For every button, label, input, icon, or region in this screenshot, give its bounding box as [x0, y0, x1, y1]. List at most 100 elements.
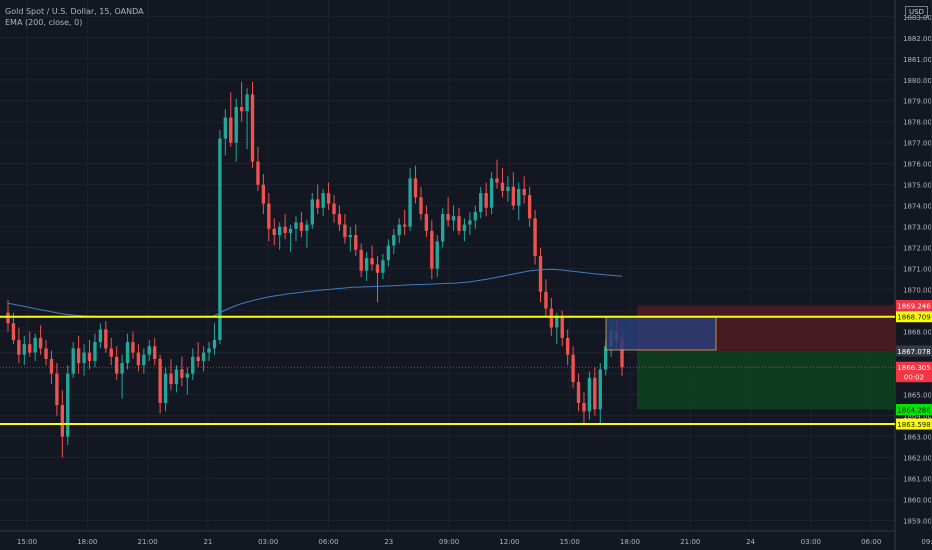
- candle-body: [489, 178, 494, 208]
- candle-body: [223, 117, 228, 139]
- candle-body: [125, 342, 130, 364]
- candle-body: [120, 363, 124, 374]
- candle-body: [598, 369, 602, 410]
- x-tick-label: 15:00: [17, 538, 37, 546]
- candle-body: [294, 222, 298, 229]
- price-axis-label: 1863.598: [897, 421, 930, 429]
- candle-body: [506, 186, 510, 191]
- candle-body: [381, 260, 385, 273]
- candle-body: [402, 224, 407, 227]
- y-tick-label: 1878.000: [903, 119, 932, 127]
- candle-body: [267, 203, 271, 229]
- candle-body: [555, 316, 559, 328]
- candle-body: [196, 356, 200, 361]
- x-tick-label: 15:00: [560, 538, 580, 546]
- price-axis-label-bg: [896, 299, 932, 311]
- candle-body: [326, 193, 331, 204]
- y-tick-label: 1875.000: [903, 182, 932, 190]
- y-tick-label: 1860.000: [903, 497, 932, 505]
- candle-body: [147, 346, 151, 355]
- candle-body: [462, 224, 467, 231]
- chart-legend: Gold Spot / U.S. Dollar, 15, OANDA EMA (…: [5, 6, 144, 28]
- candle-body: [261, 184, 266, 204]
- candle-body: [397, 224, 401, 236]
- candle-body: [484, 193, 488, 208]
- candle-body: [93, 342, 97, 361]
- y-tick-label: 1859.000: [903, 518, 932, 526]
- candle-body: [587, 377, 592, 412]
- candle-body: [131, 342, 135, 353]
- price-axis-label-bg: [896, 311, 932, 323]
- candle-body: [98, 329, 103, 343]
- candle-body: [386, 245, 391, 261]
- candle-body: [11, 323, 16, 341]
- candle-body: [114, 356, 119, 374]
- x-tick-label: 03:00: [258, 538, 278, 546]
- candle-body: [310, 199, 314, 225]
- price-axis-label: 1866.305: [897, 364, 930, 372]
- entry-order-box: [605, 316, 717, 351]
- candle-body: [468, 220, 472, 225]
- y-tick-label: 1865.000: [903, 392, 932, 400]
- candle-body: [370, 258, 374, 265]
- candle-body: [538, 256, 543, 292]
- x-tick-label: 24: [746, 538, 755, 546]
- candle-body: [153, 346, 157, 359]
- y-tick-label: 1863.000: [903, 434, 932, 442]
- candle-body: [435, 241, 439, 269]
- candle-body: [582, 402, 586, 412]
- candle-body: [451, 216, 456, 221]
- candle-body: [283, 226, 287, 233]
- y-tick-label: 1864.000: [903, 413, 932, 421]
- x-tick-label: 06:00: [318, 538, 338, 546]
- x-tick-label: 21:00: [680, 538, 700, 546]
- candle-body: [446, 214, 450, 221]
- y-tick-label: 1872.000: [903, 245, 932, 253]
- candle-body: [517, 188, 521, 206]
- candle-body: [375, 264, 380, 273]
- price-axis-label: 1869.246: [897, 302, 931, 310]
- candle-body: [142, 354, 146, 366]
- price-axis-label-bg: [896, 418, 932, 430]
- candle-body: [49, 358, 54, 374]
- candle-body: [549, 308, 554, 328]
- y-tick-label: 1862.000: [903, 455, 932, 463]
- price-axis-label-bg: [896, 404, 932, 416]
- y-tick-label: 1873.000: [903, 224, 932, 232]
- candle-body: [82, 352, 86, 364]
- candle-body: [565, 337, 570, 355]
- y-tick-label: 1861.000: [903, 476, 932, 484]
- x-tick-label: 18:00: [77, 538, 97, 546]
- candle-body: [343, 224, 347, 238]
- candle-body: [28, 344, 32, 353]
- x-tick-label: 21:00: [138, 538, 158, 546]
- candle-body: [495, 178, 499, 183]
- price-axis-label: 00:02: [904, 374, 924, 382]
- x-tick-label: 09:00: [921, 538, 932, 546]
- candle-body: [245, 94, 249, 112]
- candle-body: [424, 214, 429, 231]
- y-tick-label: 1882.000: [903, 35, 932, 43]
- y-tick-label: 1879.000: [903, 98, 932, 106]
- candle-body: [22, 344, 26, 355]
- y-tick-label: 1871.000: [903, 266, 932, 274]
- candle-body: [413, 178, 418, 198]
- currency-button[interactable]: USD: [905, 6, 928, 18]
- candle-body: [321, 193, 325, 208]
- candle-body: [33, 337, 37, 353]
- y-tick-label: 1874.000: [903, 203, 932, 211]
- y-tick-label: 1876.000: [903, 161, 932, 169]
- candle-body: [229, 117, 233, 143]
- candle-body: [158, 358, 162, 403]
- x-tick-label: 12:00: [499, 538, 519, 546]
- candle-body: [354, 235, 358, 250]
- x-tick-label: 18:00: [620, 538, 640, 546]
- candle-body: [44, 348, 48, 359]
- candle-body: [332, 203, 336, 215]
- candle-body: [250, 94, 255, 162]
- candle-body: [348, 235, 353, 238]
- candle-body: [408, 178, 412, 227]
- candle-body: [104, 329, 108, 349]
